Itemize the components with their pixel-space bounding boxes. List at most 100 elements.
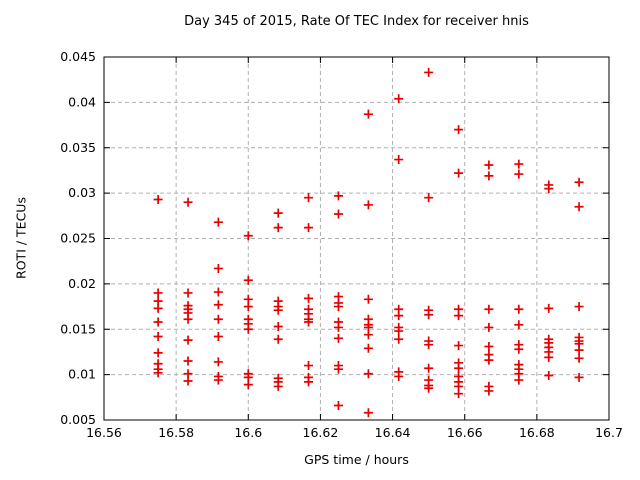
data-point-marker <box>484 341 494 351</box>
data-point-marker <box>213 263 223 273</box>
data-point-marker <box>574 372 584 382</box>
data-point-marker <box>363 294 373 304</box>
data-point-marker <box>544 303 554 313</box>
y-tick-label: 0.02 <box>68 276 96 291</box>
data-point-marker <box>333 209 343 219</box>
x-tick-label: 16.68 <box>519 425 555 440</box>
data-point-marker <box>213 357 223 367</box>
data-point-marker <box>574 353 584 363</box>
data-point-marker <box>574 302 584 312</box>
data-point-marker <box>454 363 464 373</box>
data-point-marker <box>454 168 464 178</box>
data-point-marker <box>394 94 404 104</box>
y-tick-label: 0.025 <box>60 231 96 246</box>
data-point-marker <box>183 335 193 345</box>
data-point-marker <box>273 223 283 233</box>
data-point-marker <box>333 400 343 410</box>
data-point-marker <box>333 191 343 201</box>
data-point-marker <box>213 332 223 342</box>
y-tick-label: 0.015 <box>60 321 96 336</box>
data-point-marker <box>484 355 494 365</box>
data-point-marker <box>484 304 494 314</box>
data-point-marker <box>153 332 163 342</box>
y-tick-label: 0.005 <box>60 412 96 427</box>
data-point-marker <box>514 375 524 385</box>
data-point-marker <box>574 345 584 355</box>
data-point-marker <box>273 381 283 391</box>
x-tick-label: 16.7 <box>595 425 623 440</box>
data-point-marker <box>514 344 524 354</box>
data-point-marker <box>273 334 283 344</box>
x-axis-label: GPS time / hours <box>304 452 409 467</box>
data-point-marker <box>363 200 373 210</box>
data-point-marker <box>424 310 434 320</box>
data-point-marker <box>153 288 163 298</box>
data-point-marker <box>454 311 464 321</box>
data-point-marker <box>183 376 193 386</box>
data-point-marker <box>363 109 373 119</box>
data-point-marker <box>363 408 373 418</box>
data-point-marker <box>484 386 494 396</box>
data-point-marker <box>243 324 253 334</box>
data-point-marker <box>394 311 404 321</box>
axes-layer <box>103 56 610 421</box>
data-point-marker <box>183 314 193 324</box>
data-point-marker <box>484 160 494 170</box>
data-point-marker <box>514 320 524 330</box>
data-point-marker <box>243 380 253 390</box>
data-point-marker <box>213 314 223 324</box>
data-point-marker <box>514 304 524 314</box>
x-tick-label: 16.58 <box>158 425 194 440</box>
x-tick-label: 16.56 <box>86 425 122 440</box>
data-point-marker <box>153 194 163 204</box>
data-points-layer <box>153 67 584 418</box>
data-point-marker <box>243 275 253 285</box>
data-point-marker <box>484 322 494 332</box>
data-point-marker <box>424 340 434 350</box>
data-point-marker <box>363 369 373 379</box>
grid-layer <box>104 57 609 420</box>
y-tick-label: 0.035 <box>60 140 96 155</box>
data-point-marker <box>153 317 163 327</box>
data-point-marker <box>544 184 554 194</box>
data-point-marker <box>454 389 464 399</box>
data-point-marker <box>304 293 314 303</box>
data-point-marker <box>273 208 283 218</box>
data-point-marker <box>484 171 494 181</box>
x-tick-label: 16.64 <box>375 425 411 440</box>
data-point-marker <box>363 343 373 353</box>
y-tick-label: 0.04 <box>68 94 96 109</box>
y-tick-label: 0.045 <box>60 49 96 64</box>
data-point-marker <box>544 352 554 362</box>
data-point-marker <box>304 223 314 233</box>
data-point-marker <box>304 361 314 371</box>
data-point-marker <box>394 326 404 336</box>
x-tick-label: 16.66 <box>447 425 483 440</box>
data-point-marker <box>153 348 163 358</box>
chart-title: Day 345 of 2015, Rate Of TEC Index for r… <box>184 14 529 29</box>
data-point-marker <box>424 193 434 203</box>
data-point-marker <box>394 371 404 381</box>
data-point-marker <box>183 197 193 207</box>
data-point-marker <box>544 371 554 381</box>
x-tick-label: 16.6 <box>234 425 262 440</box>
data-point-marker <box>574 202 584 212</box>
data-point-marker <box>454 341 464 351</box>
data-point-marker <box>394 334 404 344</box>
data-point-marker <box>304 377 314 387</box>
data-point-marker <box>333 322 343 332</box>
data-point-marker <box>213 375 223 385</box>
data-point-marker <box>514 169 524 179</box>
data-point-marker <box>454 125 464 135</box>
data-point-marker <box>183 356 193 366</box>
data-point-marker <box>363 330 373 340</box>
data-point-marker <box>153 303 163 313</box>
data-point-marker <box>333 333 343 343</box>
data-point-marker <box>424 363 434 373</box>
data-point-marker <box>243 302 253 312</box>
data-point-marker <box>333 302 343 312</box>
data-point-marker <box>153 368 163 378</box>
data-point-marker <box>424 67 434 77</box>
data-point-marker <box>424 383 434 393</box>
